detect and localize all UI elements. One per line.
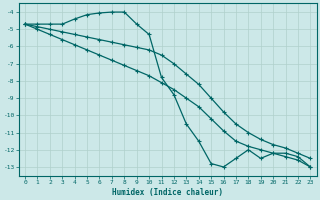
X-axis label: Humidex (Indice chaleur): Humidex (Indice chaleur): [112, 188, 223, 197]
